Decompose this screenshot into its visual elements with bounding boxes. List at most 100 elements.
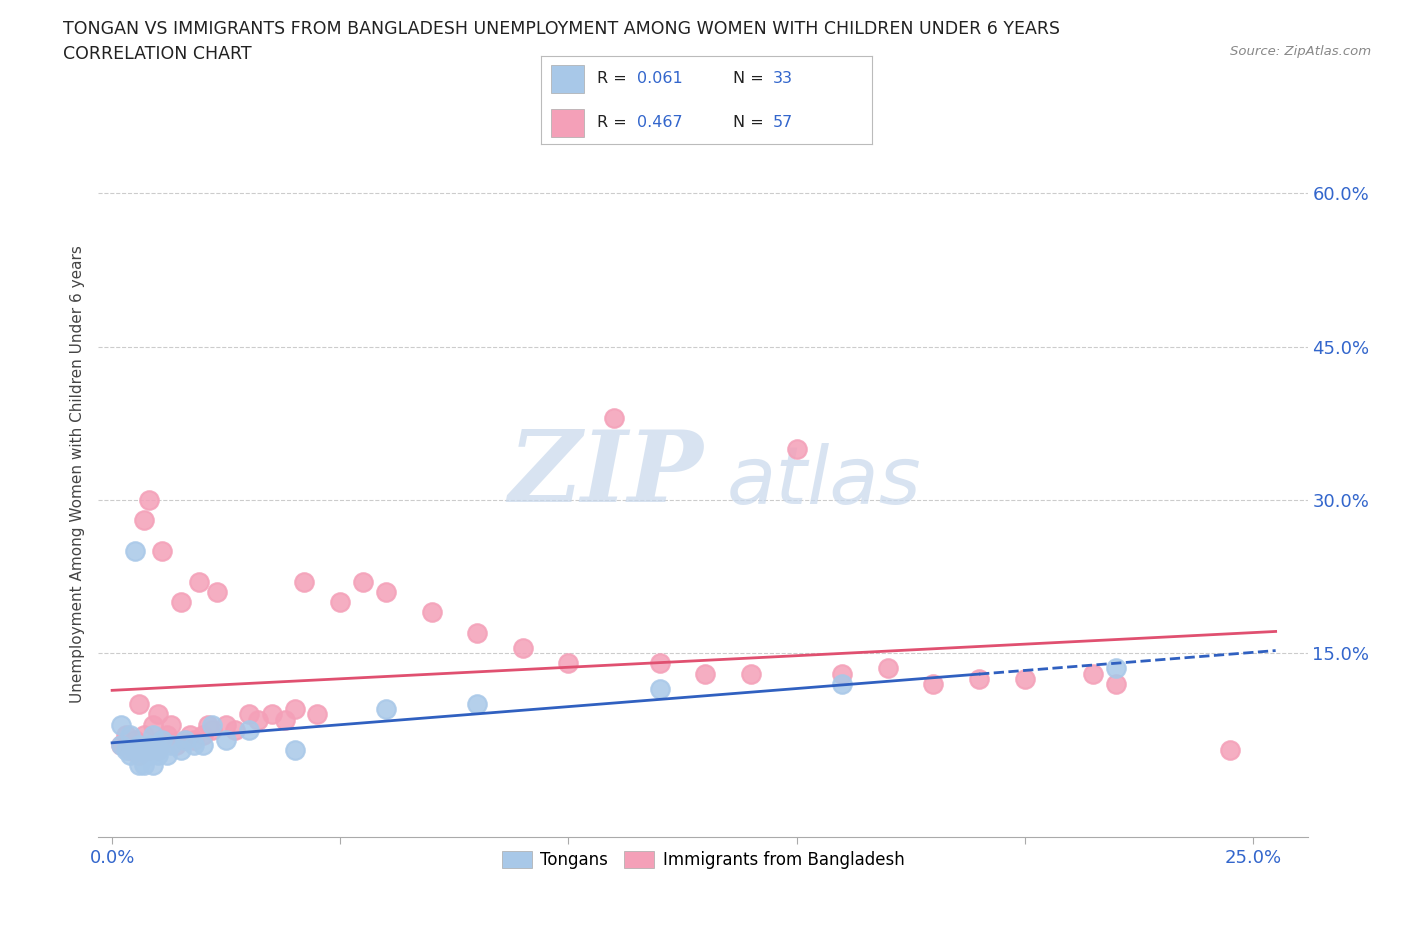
Point	[156, 727, 179, 742]
Point	[169, 594, 191, 609]
Point	[274, 712, 297, 727]
Point	[238, 707, 260, 722]
Point	[160, 717, 183, 732]
Point	[128, 758, 150, 773]
Point	[831, 666, 853, 681]
Point	[128, 737, 150, 752]
Point	[329, 594, 352, 609]
Point	[169, 743, 191, 758]
Point	[132, 512, 155, 527]
FancyBboxPatch shape	[551, 109, 585, 137]
Text: 0.467: 0.467	[637, 115, 683, 130]
Point	[1014, 671, 1036, 686]
Point	[120, 727, 142, 742]
Point	[110, 737, 132, 752]
Point	[138, 492, 160, 507]
Point	[420, 604, 443, 619]
Point	[120, 748, 142, 763]
Point	[142, 758, 165, 773]
Point	[201, 717, 224, 732]
Text: ZIP: ZIP	[509, 426, 704, 523]
Point	[260, 707, 283, 722]
Point	[1081, 666, 1104, 681]
Point	[174, 733, 197, 748]
Text: N =: N =	[733, 72, 763, 86]
Point	[307, 707, 329, 722]
Point	[142, 727, 165, 742]
Text: 57: 57	[773, 115, 793, 130]
Point	[603, 411, 626, 426]
Point	[197, 717, 219, 732]
Point	[1105, 676, 1128, 691]
Point	[124, 743, 146, 758]
Point	[557, 656, 579, 671]
Point	[138, 748, 160, 763]
Point	[138, 737, 160, 752]
Text: TONGAN VS IMMIGRANTS FROM BANGLADESH UNEMPLOYMENT AMONG WOMEN WITH CHILDREN UNDE: TONGAN VS IMMIGRANTS FROM BANGLADESH UNE…	[63, 20, 1060, 38]
Point	[128, 697, 150, 711]
Point	[124, 733, 146, 748]
Point	[512, 641, 534, 656]
Text: N =: N =	[733, 115, 763, 130]
Point	[648, 656, 671, 671]
Point	[128, 748, 150, 763]
Point	[1105, 661, 1128, 676]
Point	[922, 676, 945, 691]
Point	[1219, 743, 1241, 758]
Text: 0.061: 0.061	[637, 72, 683, 86]
Y-axis label: Unemployment Among Women with Children Under 6 years: Unemployment Among Women with Children U…	[70, 246, 86, 703]
Point	[648, 682, 671, 697]
Point	[110, 737, 132, 752]
Point	[201, 723, 224, 737]
Point	[160, 737, 183, 752]
Point	[179, 727, 201, 742]
Point	[165, 737, 187, 752]
Point	[193, 737, 215, 752]
Point	[374, 584, 396, 599]
Point	[183, 737, 205, 752]
Point	[876, 661, 898, 676]
Point	[292, 574, 315, 589]
Point	[465, 697, 488, 711]
Point	[352, 574, 374, 589]
Point	[146, 743, 169, 758]
Text: R =: R =	[598, 72, 627, 86]
Text: R =: R =	[598, 115, 627, 130]
Point	[146, 743, 169, 758]
Point	[465, 625, 488, 640]
Point	[740, 666, 762, 681]
Point	[150, 733, 173, 748]
Point	[174, 733, 197, 748]
Point	[183, 733, 205, 748]
Point	[142, 717, 165, 732]
Point	[224, 723, 246, 737]
Point	[205, 584, 228, 599]
Point	[284, 702, 307, 717]
Point	[967, 671, 990, 686]
Point	[146, 748, 169, 763]
Point	[146, 707, 169, 722]
Point	[150, 543, 173, 558]
Point	[138, 743, 160, 758]
Point	[156, 748, 179, 763]
Point	[193, 727, 215, 742]
Point	[124, 543, 146, 558]
Point	[110, 717, 132, 732]
Point	[142, 737, 165, 752]
Point	[215, 717, 238, 732]
Point	[132, 743, 155, 758]
Point	[187, 574, 209, 589]
Point	[374, 702, 396, 717]
Point	[114, 743, 136, 758]
Point	[695, 666, 717, 681]
Text: 33: 33	[773, 72, 793, 86]
Point	[150, 733, 173, 748]
Point	[215, 733, 238, 748]
Legend: Tongans, Immigrants from Bangladesh: Tongans, Immigrants from Bangladesh	[495, 844, 911, 876]
Point	[247, 712, 270, 727]
Point	[284, 743, 307, 758]
Text: Source: ZipAtlas.com: Source: ZipAtlas.com	[1230, 45, 1371, 58]
Text: atlas: atlas	[727, 443, 921, 521]
Point	[786, 442, 808, 457]
Point	[831, 676, 853, 691]
